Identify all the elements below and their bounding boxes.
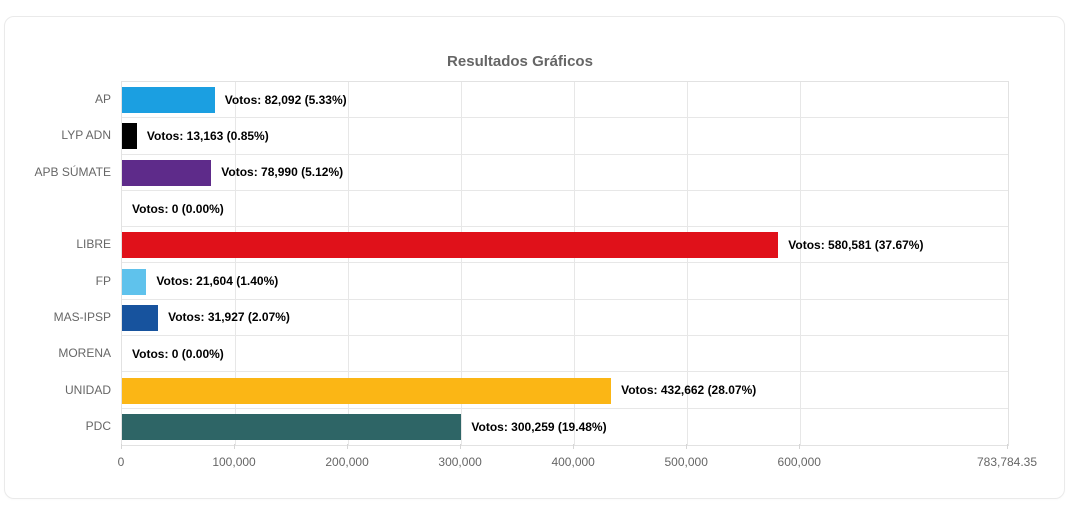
bar-value-label: Votos: 31,927 (2.07%) [168,310,290,325]
chart-row: Votos: 432,662 (28.07%) [122,372,1008,409]
chart-row: Votos: 0 (0.00%) [122,191,1008,228]
y-category-label: UNIDAD [64,382,111,397]
y-category-label: FP [95,273,111,288]
bar-PDC[interactable] [122,413,462,440]
y-category-label: MORENA [58,346,111,361]
chart-row: Votos: 580,581 (37.67%) [122,227,1008,264]
gridline [348,82,350,445]
bar-LIBRE[interactable] [122,232,779,259]
gridline [800,82,802,445]
y-axis-labels: AP LYP ADN APB SÚMATE LIBRE FP MAS-IPSP MORENA… [5,81,111,444]
axis-tick [686,444,688,449]
x-tick-label: 0 [117,455,125,469]
chart-card: Resultados Gráficos AP LYP ADN APB SÚMATE L… [4,16,1065,499]
x-tick-label: 600,000 [777,455,821,469]
bar-FP[interactable] [122,268,147,295]
bar-value-label: Votos: 13,163 (0.85%) [146,128,269,143]
gridline [461,82,463,445]
gridline [574,82,576,445]
bar-APB SÚMATE[interactable] [122,159,212,186]
bar-MAS-IPSP[interactable] [122,304,159,331]
axis-tick [121,444,122,449]
chart-row: Votos: 21,604 (1.40%) [122,264,1008,300]
bar-value-label: Votos: 432,662 (28.07%) [621,383,757,398]
x-tick-label: 100,000 [212,455,256,469]
gridline [687,82,689,445]
bar-value-label: Votos: 0 (0.00%) [132,201,224,216]
axis-tick [347,444,349,449]
chart-row: Votos: 0 (0.00%) [122,336,1008,373]
x-tick-label: 200,000 [325,455,369,469]
x-tick-label: 300,000 [438,455,482,469]
axis-tick [799,444,801,449]
bar-value-label: Votos: 82,092 (5.33%) [224,92,347,107]
x-tick-label: 500,000 [664,455,708,469]
plot-area: Votos: 82,092 (5.33%) Votos: 13,163 (0.85… [121,81,1009,446]
chart-row: Votos: 13,163 (0.85%) [122,118,1008,155]
bar-value-label: Votos: 580,581 (37.67%) [788,237,924,252]
chart-row: Votos: 78,990 (5.12%) [122,155,1008,191]
chart-row: Votos: 300,259 (19.48%) [122,409,1008,445]
bar-UNIDAD[interactable] [122,377,612,404]
bar-value-label: Votos: 0 (0.00%) [132,346,224,361]
bar-LYP ADN[interactable] [122,123,137,150]
bar-value-label: Votos: 300,259 (19.48%) [471,419,607,434]
y-category-label: LYP ADN [61,128,111,143]
chart-row: Votos: 31,927 (2.07%) [122,300,1008,337]
chart-row: Votos: 82,092 (5.33%) [122,82,1008,119]
bar-value-label: Votos: 78,990 (5.12%) [221,165,344,180]
x-tick-label: 400,000 [551,455,595,469]
y-category-label: LIBRE [76,237,111,252]
x-axis-labels: 0 100,000 200,000 300,000 400,000 500,000 600,… [117,455,1037,475]
axis-tick [234,444,236,449]
chart-title: Resultados Gráficos [447,53,593,70]
bar-value-label: Votos: 21,604 (1.40%) [156,274,279,289]
y-category-label: APB SÚMATE [34,164,111,179]
y-category-label: AP [94,92,111,107]
x-tick-label: 783,784.35 [976,455,1038,469]
gridline [235,82,237,445]
axis-tick [573,444,575,449]
bar-AP[interactable] [122,87,215,114]
y-category-label: PDC [85,418,111,433]
axis-tick [460,444,462,449]
y-category-label: MAS-IPSP [53,309,111,324]
axis-tick [1007,444,1008,449]
